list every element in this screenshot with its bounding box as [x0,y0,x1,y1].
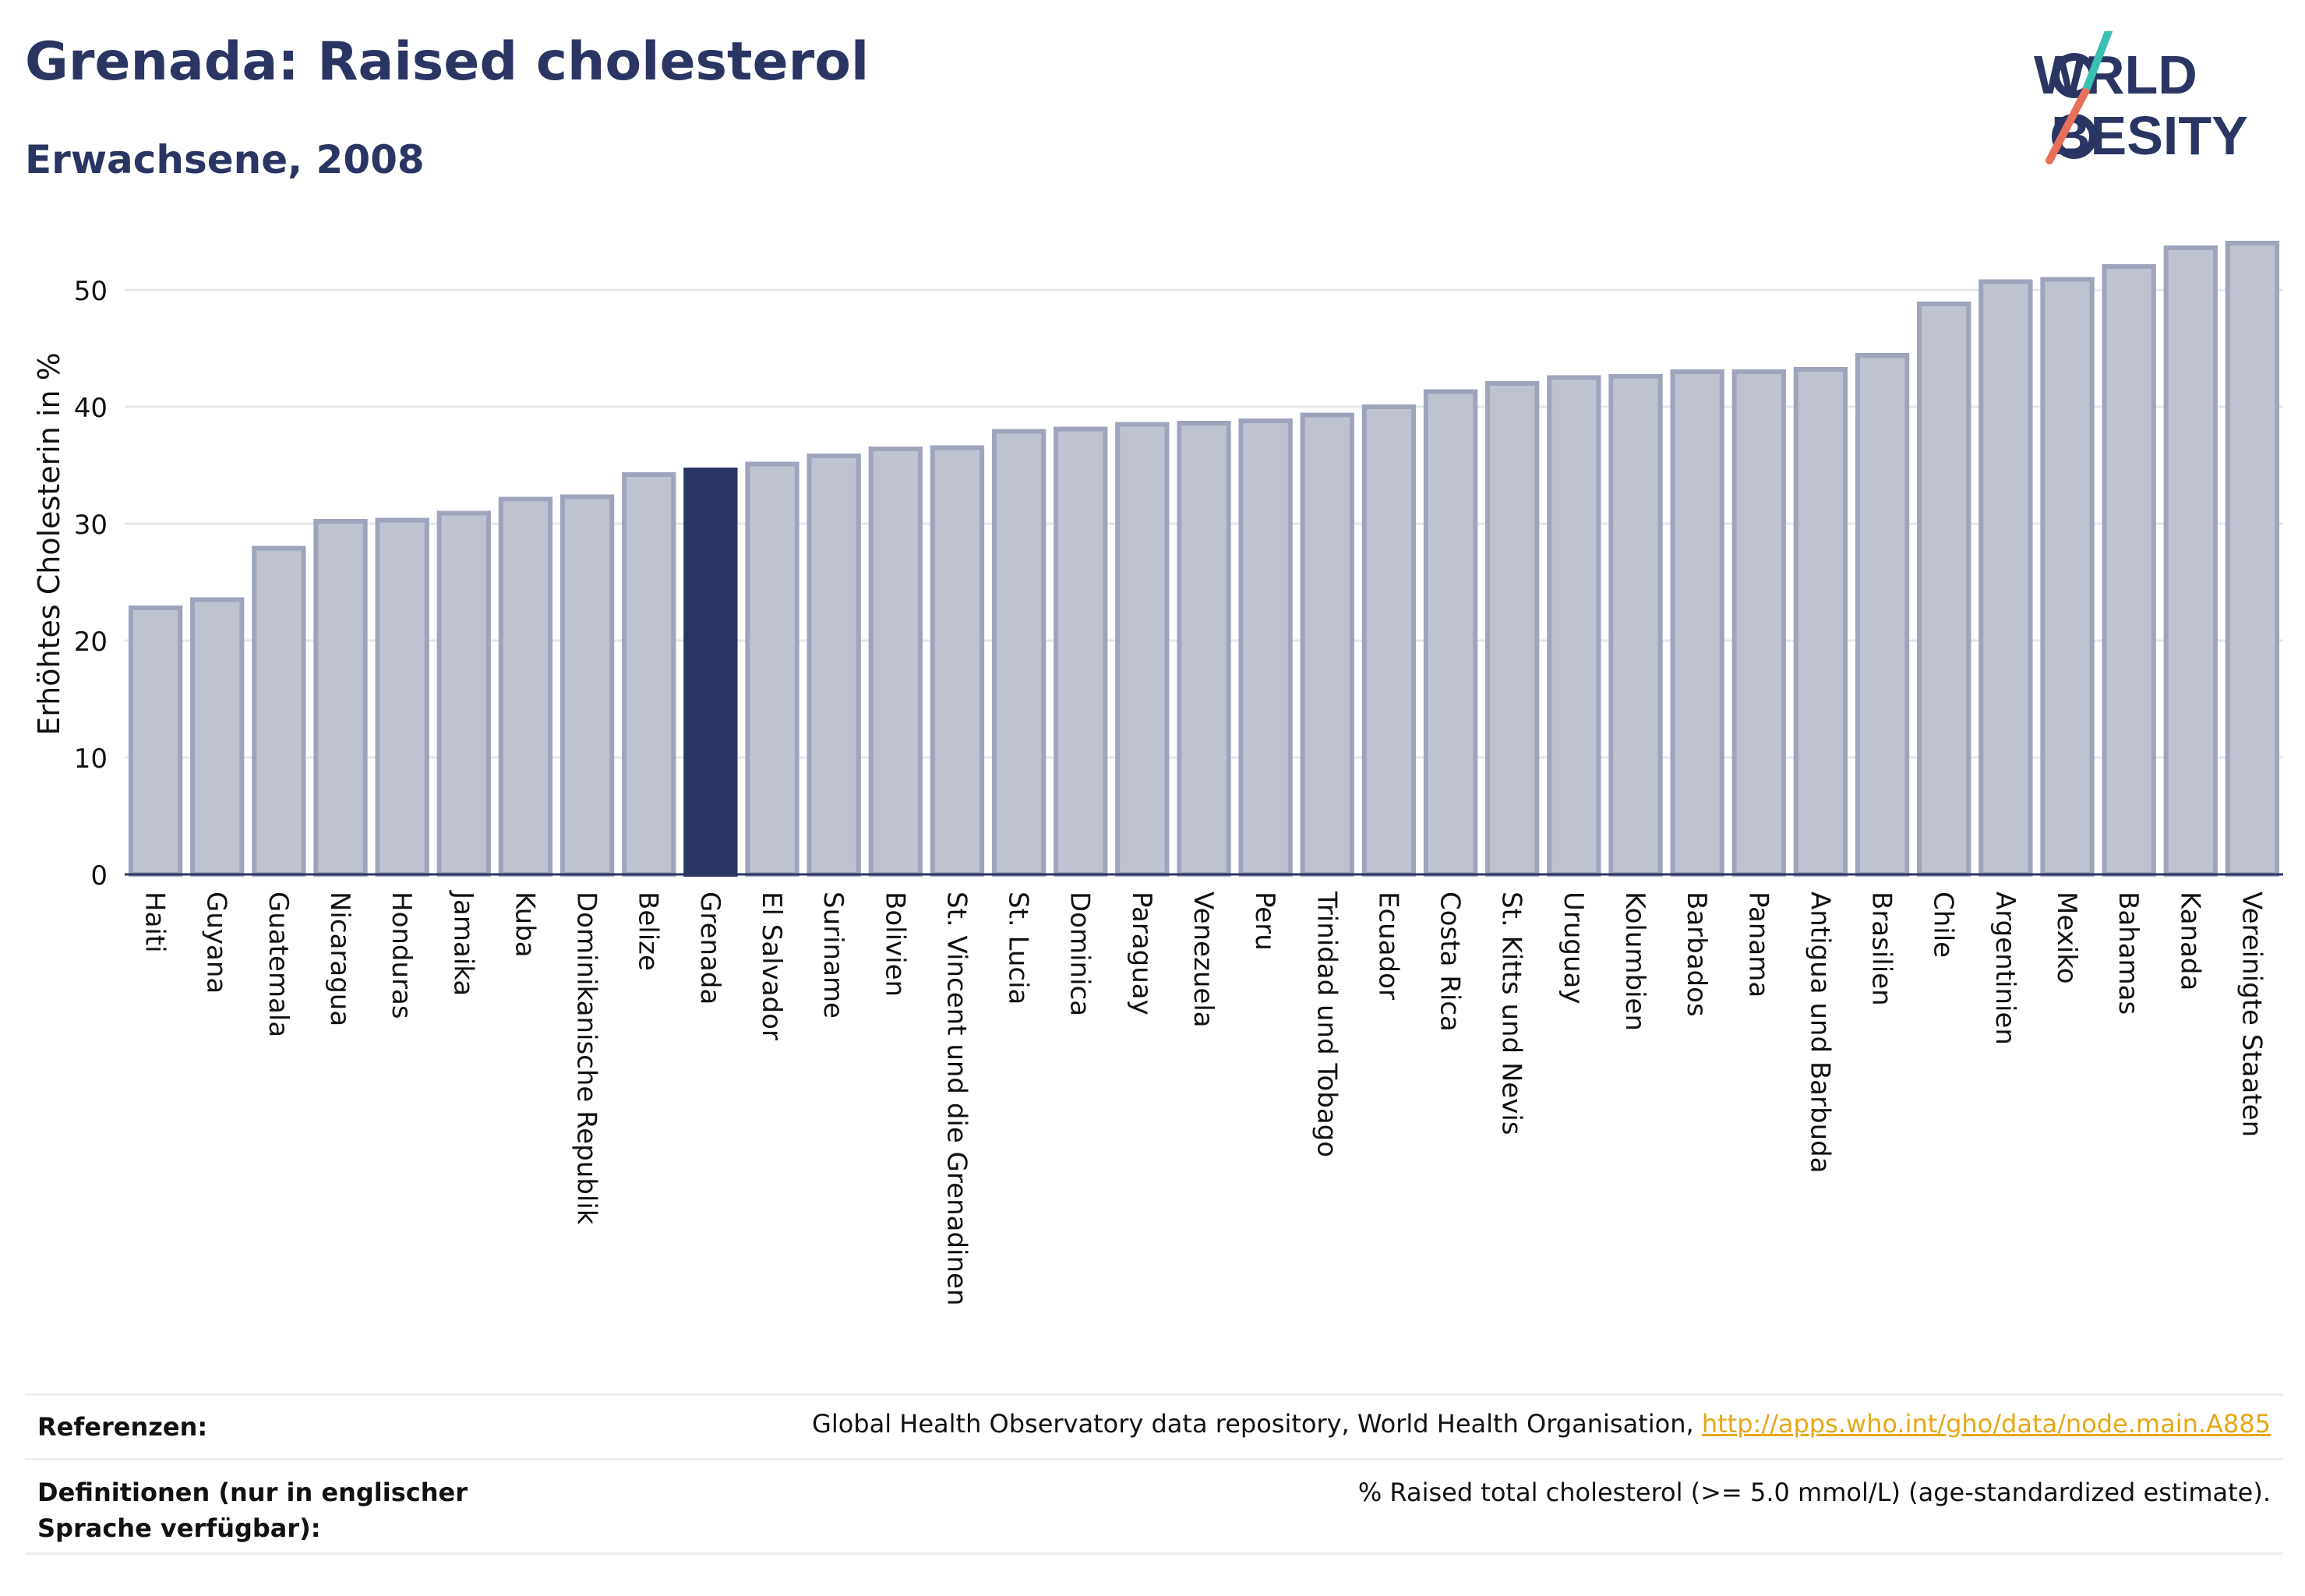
bar-honduras [375,517,429,877]
x-tick-label: Barbados [1681,892,1712,1017]
bar-haiti [128,606,183,877]
x-tick-label: Suriname [817,892,849,1019]
x-tick-label: Dominica [1064,892,1096,1016]
bar-ecuador [1361,404,1417,877]
bar-panama [1731,369,1786,877]
y-tick-label: 20 [74,627,108,658]
x-tick-label: Ecuador [1372,892,1403,1000]
bar-nicaragua [313,519,368,877]
bar-antigua-und-barbuda [1793,367,1848,877]
x-tick-label: Uruguay [1558,892,1589,1005]
x-tick-label: Brasilien [1866,892,1897,1006]
bar-uruguay [1547,375,1601,877]
x-tick-label: Paraguay [1126,892,1157,1015]
x-tick-label: Panama [1742,892,1774,998]
x-tick-label: St. Vincent und die Grenadinen [941,892,972,1306]
definitions-row: Definitionen (nur in englischer Sprache … [25,1458,2283,1555]
chart-subtitle: Erwachsene, 2008 [25,137,425,182]
x-tick-label: Antigua und Barbuda [1804,892,1835,1174]
references-link[interactable]: http://apps.who.int/gho/data/node.main.A… [1701,1409,2271,1439]
bar-paraguay [1115,422,1170,877]
definitions-label: Definitionen (nur in englischer Sprache … [37,1478,468,1543]
bar-dominikanische-republik [559,494,615,877]
references-text: Global Health Observatory data repositor… [812,1409,1702,1439]
x-tick-label: Nicaragua [324,892,355,1026]
bar-guatemala [252,546,306,877]
y-tick-label: 40 [74,393,108,424]
bar-kuba [498,496,553,877]
references-value: Global Health Observatory data repositor… [812,1409,2271,1439]
bar-jamaika [436,510,491,877]
x-tick-label: Jamaika [447,890,478,996]
world-obesity-logo: W RLD BESITY [2034,31,2248,166]
x-tick-label: Belize [633,892,664,971]
bar-chile [1917,302,1971,877]
axes: 0 10 20 30 40 50 Haiti Guyana Guatemala Nicaragua… [74,276,2283,1306]
bar-belize [622,472,676,877]
x-tick-label: Kanada [2174,892,2205,990]
x-tick-label: Vereinigte Staaten [2236,892,2267,1137]
bar-mexiko [2040,277,2095,877]
bar-peru [1238,418,1293,877]
x-tick-label: St. Lucia [1003,892,1034,1005]
x-tick-label: Mexiko [2051,892,2082,984]
y-tick-label: 0 [90,860,108,892]
references-row: Referenzen: Global Health Observatory da… [25,1393,2283,1458]
bar-trinidad-und-tobago [1300,412,1354,877]
bar-kanada [2163,245,2218,877]
bar-brasilien [1855,353,1910,877]
x-tick-label: Bahamas [2113,892,2144,1015]
bar-dominica [1054,426,1108,877]
bar-suriname [807,454,861,877]
x-tick-label: St. Kitts und Nevis [1496,892,1527,1135]
references-label: Referenzen: [37,1412,208,1442]
x-tick-label: Trinidad und Tobago [1311,891,1342,1157]
bar-argentinien [1978,279,2033,877]
x-tick-label: Costa Rica [1435,892,1466,1032]
bar-el-salvador [745,461,800,877]
x-tick-label: Honduras [386,892,417,1019]
bars [128,241,2280,877]
chart-title: Grenada: Raised cholesterol [25,31,870,93]
bar-st-vincent-und-die-grenadinen [930,445,985,877]
bar-guyana [190,597,245,877]
bar-vereinigte-staaten [2225,241,2280,877]
bar-chart: 0 10 20 30 40 50 Haiti Guyana Guatemala Nicaragua… [32,241,2283,1306]
x-tick-label: Venezuela [1188,892,1219,1028]
references-table: Referenzen: Global Health Observatory da… [25,1393,2283,1555]
svg-text:RLD: RLD [2085,44,2197,105]
x-tick-label: Guatemala [263,892,294,1037]
bar-st-lucia [991,429,1047,877]
x-tick-label: Argentinien [1989,892,2021,1045]
x-tick-label: Grenada [694,892,725,1005]
x-tick-label: Kuba [509,892,540,958]
definitions-value: % Raised total cholesterol (>= 5.0 mmol/… [1357,1478,2271,1507]
bar-venezuela [1177,421,1231,877]
x-tick-label: Kolumbien [1619,892,1650,1031]
bar-st-kitts-und-nevis [1485,381,1540,877]
x-tick-label: Guyana [201,892,232,994]
y-tick-label: 50 [74,276,108,307]
bar-bolivien [868,447,923,877]
x-tick-label: Haiti [139,892,171,953]
bar-bahamas [2102,264,2156,877]
bar-kolumbien [1608,374,1663,877]
x-tick-label: Peru [1249,892,1280,951]
bar-grenada [683,468,738,877]
x-tick-label: Dominikanische Republik [571,892,602,1225]
y-tick-label: 10 [74,743,108,775]
y-axis-label: Erhöhtes Cholesterin in % [32,352,66,736]
x-tick-label: Bolivien [879,892,910,997]
x-tick-label: El Salvador [756,892,787,1040]
x-tick-label: Chile [1928,892,1959,958]
bar-barbados [1670,369,1724,877]
y-tick-label: 30 [74,510,108,541]
bar-costa-rica [1423,389,1478,877]
